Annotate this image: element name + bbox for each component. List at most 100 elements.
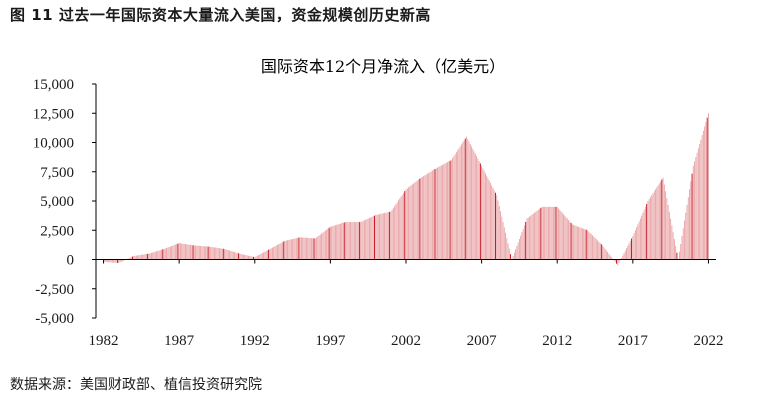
- y-tick-label: 10,000: [33, 136, 74, 152]
- bar: [478, 161, 480, 260]
- bar: [408, 187, 409, 260]
- bar: [381, 213, 383, 260]
- bar: [569, 221, 571, 260]
- bar: [234, 252, 236, 260]
- bar: [161, 249, 162, 260]
- bar: [531, 214, 533, 260]
- bar: [624, 250, 626, 260]
- bar: [240, 253, 242, 260]
- bar: [105, 259, 107, 263]
- bar: [464, 138, 466, 260]
- bar: [347, 222, 349, 260]
- bar: [467, 139, 469, 260]
- x-tick-label: 1997: [315, 333, 346, 349]
- bar: [587, 230, 588, 260]
- bar: [295, 238, 297, 260]
- bar: [288, 239, 290, 260]
- bar: [636, 227, 638, 260]
- bar: [409, 186, 411, 260]
- bar: [695, 157, 697, 260]
- bar: [400, 196, 402, 260]
- bar: [363, 220, 365, 260]
- bar: [231, 251, 233, 260]
- x-tick-label: 2022: [693, 333, 723, 349]
- bar: [356, 222, 358, 260]
- bar: [593, 236, 595, 260]
- y-tick-label: 15,000: [33, 77, 74, 93]
- bar: [434, 169, 436, 260]
- bar: [551, 206, 553, 260]
- bar: [236, 252, 238, 260]
- bar: [416, 180, 418, 260]
- bar: [214, 247, 215, 260]
- bar: [705, 122, 707, 260]
- bar: [656, 187, 658, 260]
- bar: [232, 251, 234, 260]
- bar: [652, 193, 654, 260]
- bar: [415, 181, 417, 260]
- bar: [571, 224, 573, 260]
- bar: [699, 143, 701, 260]
- bar: [469, 143, 471, 260]
- bar: [411, 184, 413, 260]
- bar: [142, 254, 144, 260]
- bar: [399, 198, 401, 260]
- bar: [176, 244, 178, 260]
- x-tick-label: 1982: [89, 333, 119, 349]
- bar: [663, 184, 665, 260]
- bar: [108, 259, 110, 263]
- bar: [657, 185, 659, 260]
- bar: [293, 238, 295, 260]
- bar: [549, 206, 551, 260]
- bar: [676, 252, 678, 260]
- bar: [603, 247, 605, 260]
- bar: [164, 248, 166, 260]
- bar: [530, 215, 532, 260]
- bar: [599, 242, 601, 260]
- bar: [396, 202, 398, 260]
- bar: [139, 255, 141, 260]
- bar: [158, 250, 160, 260]
- bar: [326, 229, 328, 260]
- bar: [258, 255, 259, 260]
- bar: [592, 235, 593, 260]
- bar: [379, 214, 380, 260]
- bar: [275, 245, 277, 260]
- bar: [338, 224, 340, 260]
- bar: [692, 165, 694, 260]
- bar: [429, 172, 431, 260]
- y-tick-label: 5,000: [40, 194, 74, 210]
- bar: [563, 214, 564, 260]
- bar: [452, 158, 454, 260]
- bar: [568, 220, 569, 260]
- bar: [518, 239, 520, 260]
- bar: [689, 189, 690, 260]
- bar: [560, 211, 562, 260]
- bar: [225, 249, 227, 260]
- bar: [637, 224, 639, 260]
- bar: [168, 247, 170, 260]
- y-tick-label: 0: [67, 253, 75, 269]
- bar: [433, 169, 435, 260]
- bar: [144, 254, 146, 260]
- bar: [196, 245, 198, 260]
- bar: [454, 154, 456, 260]
- bar: [588, 231, 590, 260]
- bar: [614, 259, 616, 263]
- bar: [421, 176, 423, 260]
- bar: [532, 213, 534, 260]
- bar: [166, 247, 168, 260]
- bar: [219, 248, 220, 260]
- bar: [684, 220, 685, 260]
- bar: [644, 206, 646, 260]
- bar: [147, 253, 149, 260]
- bar: [115, 259, 117, 263]
- bar: [534, 212, 535, 260]
- bar: [646, 203, 648, 260]
- bar: [631, 238, 633, 260]
- bar: [249, 255, 251, 260]
- bar: [423, 176, 425, 260]
- figure-title: 图 11 过去一年国际资本大量流入美国，资金规模创历史新高: [10, 6, 431, 24]
- bar: [245, 255, 247, 260]
- bar: [264, 251, 266, 260]
